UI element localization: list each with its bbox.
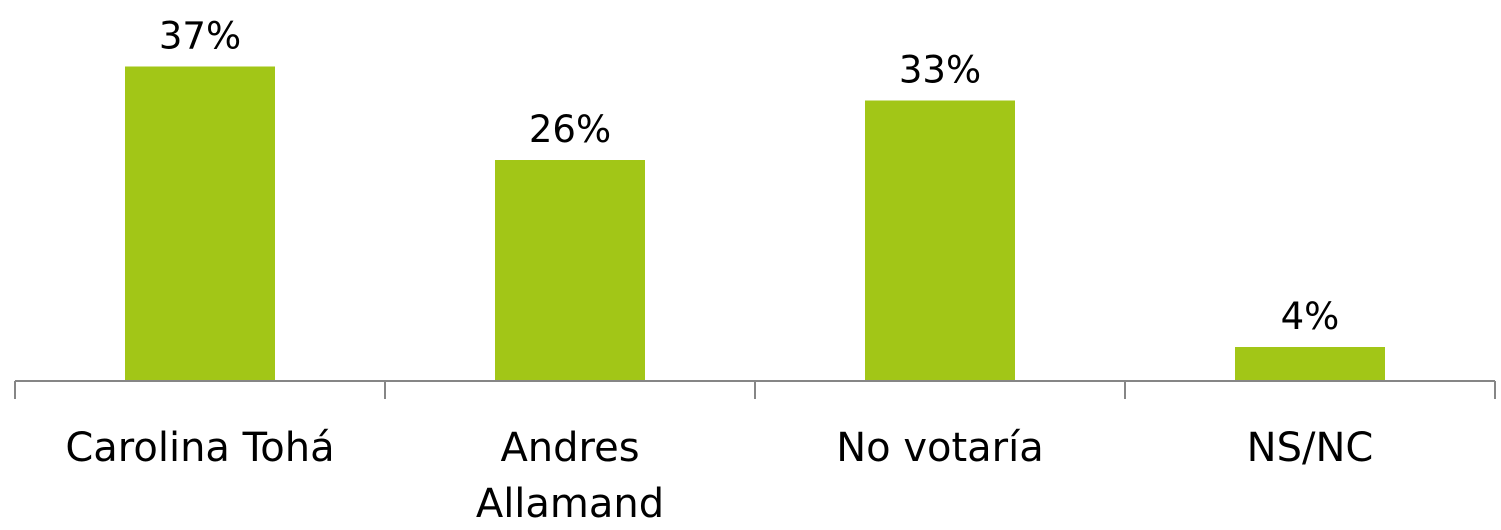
- data-label-2: 26%: [529, 108, 611, 151]
- data-labels-layer: 37% 26% 33% 4%: [159, 15, 1339, 339]
- x-tick-label-4: NS/NC: [1247, 425, 1374, 471]
- data-label-1: 37%: [159, 15, 241, 58]
- bar-1: [125, 66, 275, 381]
- x-tick-label-2: Andres Allamand: [476, 425, 664, 526]
- x-tick-label-1: Carolina Tohá: [65, 425, 334, 471]
- x-axis: [14, 380, 1496, 399]
- data-label-3: 33%: [899, 49, 981, 92]
- bar-4: [1235, 347, 1385, 381]
- bars-layer: [125, 66, 1385, 381]
- data-label-4: 4%: [1281, 295, 1340, 338]
- bar-3: [865, 100, 1015, 381]
- x-tick-labels: Carolina Tohá Andres Allamand No votaría NS/…: [65, 425, 1374, 527]
- bar-2: [495, 160, 645, 381]
- x-tick-label-3: No votaría: [836, 425, 1044, 471]
